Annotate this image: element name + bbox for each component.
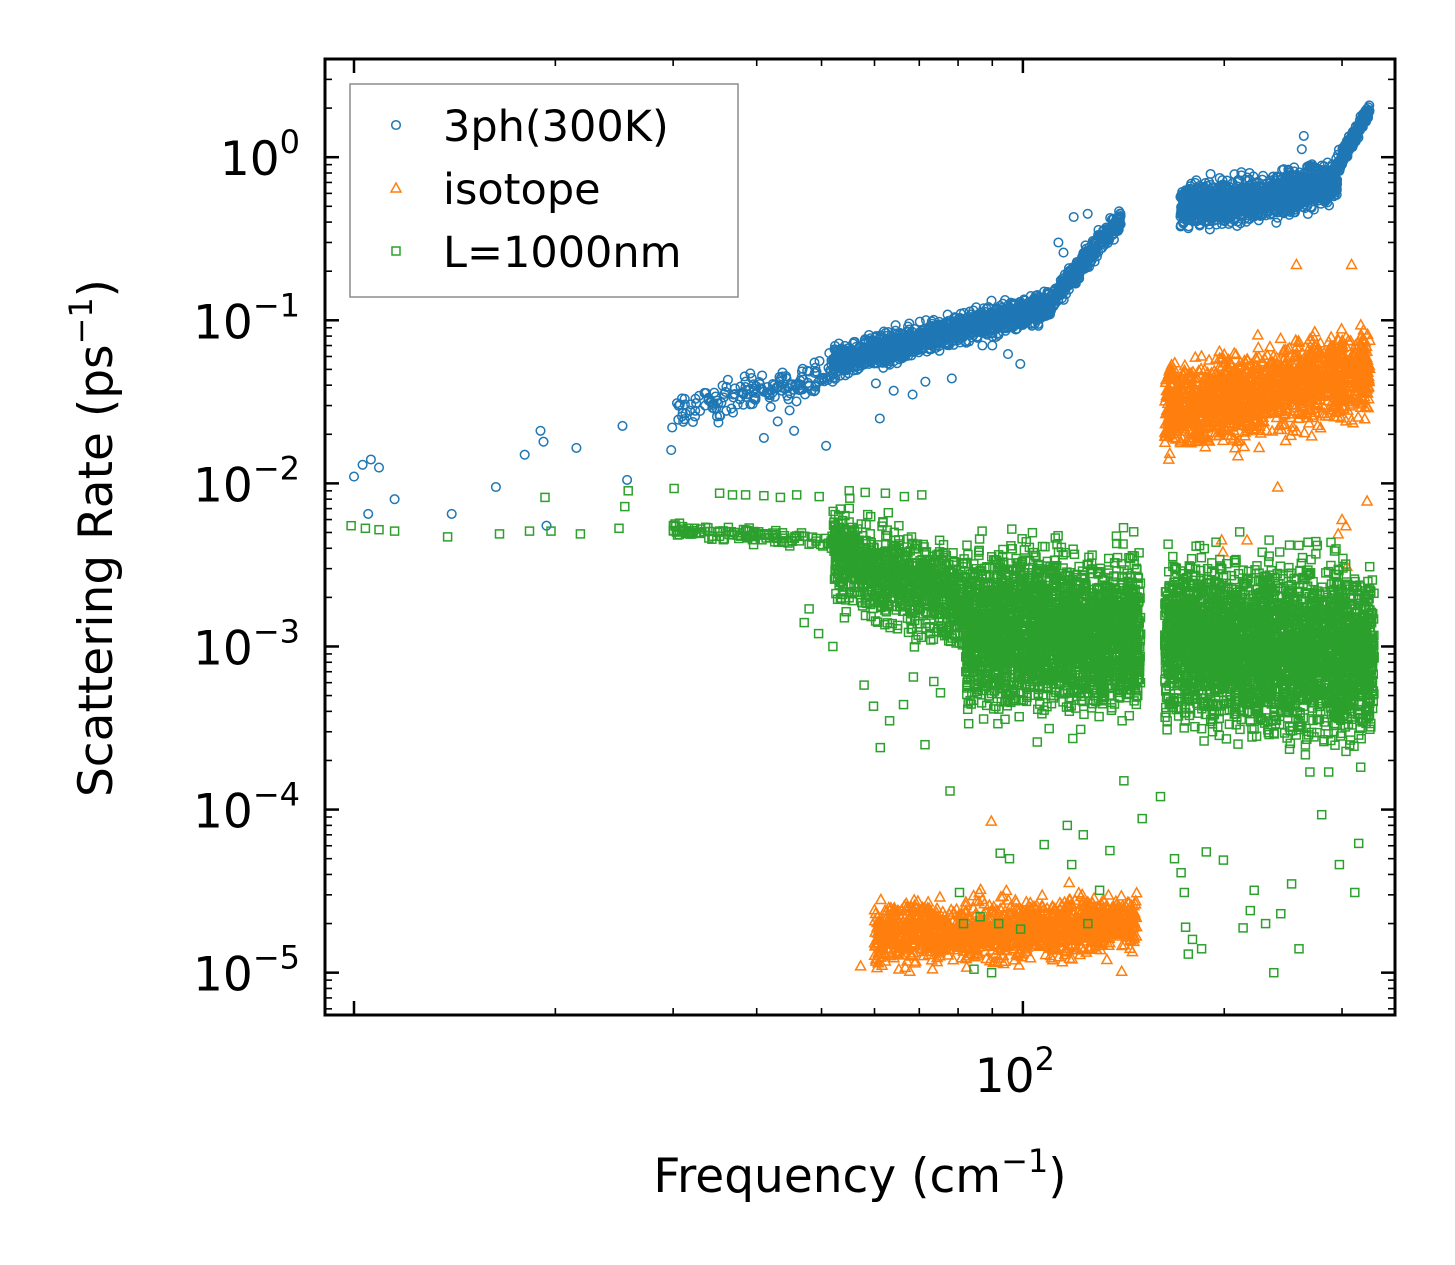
circle-point bbox=[977, 340, 988, 351]
circle-point bbox=[789, 425, 800, 436]
circle-point bbox=[373, 462, 385, 473]
circle-point bbox=[870, 378, 881, 389]
circle-point bbox=[617, 420, 628, 431]
circle-point bbox=[1015, 358, 1026, 369]
circle-point bbox=[775, 373, 787, 384]
circle-point bbox=[348, 471, 360, 482]
circle-point bbox=[784, 405, 795, 416]
circle-point bbox=[1271, 217, 1282, 228]
circle-point bbox=[765, 401, 776, 412]
circle-point bbox=[783, 394, 794, 405]
triangle-point bbox=[1115, 889, 1128, 901]
circle-point bbox=[732, 399, 743, 410]
circle-point bbox=[622, 474, 633, 485]
circle-point bbox=[667, 422, 678, 433]
circle-point bbox=[1068, 211, 1079, 223]
circle-point bbox=[1298, 130, 1309, 141]
circle-point bbox=[695, 405, 706, 416]
circle-point bbox=[821, 440, 832, 451]
circle-point bbox=[721, 405, 732, 416]
circle-point bbox=[874, 413, 885, 424]
circle-point bbox=[535, 425, 546, 436]
triangle-point bbox=[1100, 952, 1114, 965]
circle-point bbox=[888, 385, 899, 396]
circle-point bbox=[666, 445, 677, 456]
triangle-point bbox=[874, 892, 888, 905]
series-layer bbox=[346, 100, 1379, 978]
circle-point bbox=[365, 454, 376, 465]
circle-point bbox=[718, 392, 729, 403]
triangle-point bbox=[1102, 888, 1115, 900]
circle-point bbox=[764, 388, 775, 399]
circle-point bbox=[722, 374, 733, 385]
circle-point bbox=[363, 508, 374, 519]
circle-point bbox=[757, 370, 768, 381]
circle-point bbox=[791, 396, 802, 407]
circle-point bbox=[490, 481, 501, 493]
series-3ph(300K) bbox=[348, 100, 1375, 531]
circle-point bbox=[1058, 247, 1069, 258]
circle-point bbox=[1053, 237, 1064, 248]
circle-point bbox=[772, 416, 783, 427]
circle-point bbox=[987, 340, 998, 351]
circle-point bbox=[519, 449, 530, 460]
circle-point bbox=[809, 386, 820, 397]
circle-point bbox=[671, 398, 683, 409]
triangle-point bbox=[1130, 886, 1143, 898]
circle-point bbox=[1205, 168, 1216, 180]
triangle-point bbox=[933, 890, 947, 902]
circle-point bbox=[796, 366, 807, 377]
circle-point bbox=[687, 416, 698, 428]
circle-point bbox=[1002, 349, 1014, 360]
circle-point bbox=[907, 389, 918, 400]
circle-point bbox=[446, 508, 457, 519]
circle-point bbox=[713, 417, 724, 428]
circle-point bbox=[810, 385, 821, 396]
circle-point bbox=[809, 357, 820, 368]
circle-point bbox=[793, 385, 805, 396]
circle-point bbox=[389, 494, 400, 505]
circle-point bbox=[814, 355, 825, 367]
triangle-point bbox=[1062, 876, 1076, 888]
circle-point bbox=[1082, 208, 1093, 219]
circle-point bbox=[758, 432, 769, 443]
triangle-point bbox=[1035, 888, 1049, 900]
circle-point bbox=[946, 373, 957, 384]
circle-point bbox=[689, 411, 701, 422]
circle-point bbox=[890, 320, 901, 331]
triangle-point bbox=[1000, 883, 1013, 896]
circle-point bbox=[777, 367, 788, 378]
circle-point bbox=[538, 436, 549, 447]
circle-point bbox=[357, 459, 368, 470]
circle-point bbox=[571, 442, 582, 453]
circle-point bbox=[788, 384, 800, 395]
circle-point bbox=[795, 375, 806, 386]
circle-point bbox=[920, 376, 931, 387]
circle-point bbox=[1296, 144, 1307, 155]
circle-point bbox=[745, 368, 756, 379]
circle-point bbox=[739, 371, 750, 382]
circle-point bbox=[738, 399, 749, 410]
